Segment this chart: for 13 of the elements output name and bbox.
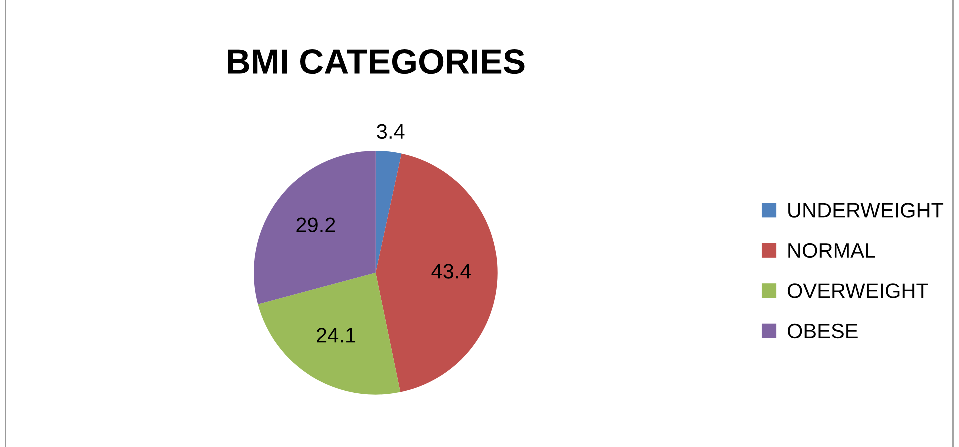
data-label: 24.1 xyxy=(317,328,356,343)
pie-slice xyxy=(376,154,498,392)
chart-title: BMI CATEGORIES xyxy=(228,50,525,74)
legend-label: OVERWEIGHT xyxy=(788,284,928,298)
legend-label: OBESE xyxy=(788,324,858,339)
data-label: 3.4 xyxy=(377,124,405,140)
data-label: 29.2 xyxy=(296,218,336,232)
pie-slice xyxy=(258,272,401,395)
data-label: 43.4 xyxy=(432,264,472,279)
pie-slice xyxy=(254,150,376,304)
pie-slice xyxy=(376,150,402,273)
legend-label: NORMAL xyxy=(788,243,876,258)
legend-label: UNDERWEIGHT xyxy=(788,203,944,218)
